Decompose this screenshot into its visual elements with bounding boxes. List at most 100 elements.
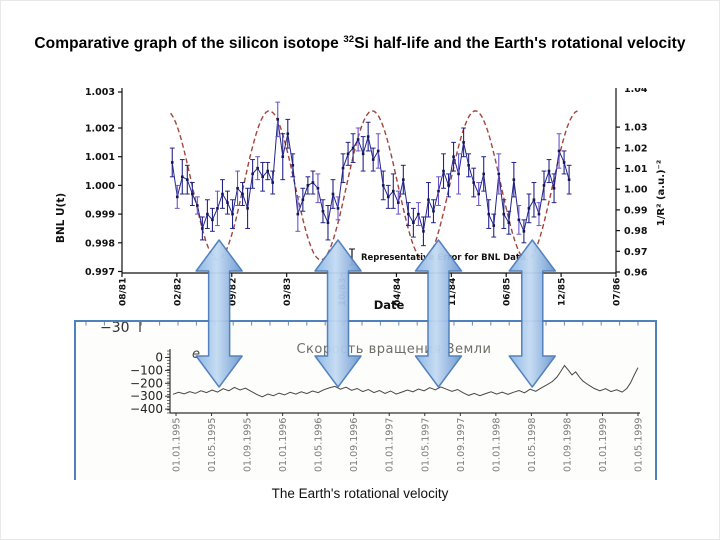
data-point-marker	[366, 135, 370, 138]
y-left-axis-title: BNL U(t)	[55, 193, 67, 243]
data-point-marker	[216, 207, 219, 210]
data-point-marker	[427, 198, 430, 202]
x-axis-title: Date	[374, 298, 405, 312]
y-left-tick-label: 1.001	[85, 152, 115, 163]
data-point-marker	[472, 181, 475, 184]
data-point-marker	[467, 164, 470, 167]
date-tick-label: 01.09.1996	[349, 418, 360, 472]
data-point-marker	[261, 175, 264, 179]
data-point-marker	[492, 224, 496, 227]
data-point-marker	[326, 221, 330, 225]
y-right-tick-label: 0.96	[624, 268, 648, 279]
date-tick-label: 01.05.1998	[527, 418, 538, 472]
y-right-tick-label: 0.98	[624, 226, 648, 237]
data-point-marker	[361, 152, 365, 156]
y-left-tick-label: 0.997	[85, 267, 115, 278]
x-tick-label: 12/85	[558, 278, 568, 306]
data-point-marker	[211, 218, 214, 222]
data-point-marker	[276, 118, 280, 121]
si-decay-chart: 1.003 1.002 1.001 1.000 0.999 0.998 0.997 1.03 1…	[55, 88, 667, 312]
data-point-marker	[542, 184, 546, 187]
cropped-axis-label: −30	[100, 322, 130, 336]
data-point-marker	[417, 212, 420, 216]
slide-title-text: Comparative graph of the silicon isotope	[34, 35, 344, 53]
data-point-marker	[537, 212, 541, 216]
data-point-marker	[356, 138, 360, 141]
data-point-marker	[397, 201, 400, 204]
x-tick-label: 06/85	[503, 278, 513, 306]
data-point-marker	[271, 181, 275, 184]
data-point-marker	[226, 201, 229, 204]
data-point-marker	[457, 172, 460, 176]
y-right-tick-label: 0.99	[624, 205, 647, 216]
data-point-marker	[477, 192, 480, 196]
data-point-marker	[422, 230, 425, 233]
data-point-marker	[487, 212, 491, 216]
date-tick-label: 01.09.1995	[243, 418, 254, 472]
data-point-marker	[552, 186, 556, 190]
russian-chart-title: Скорость вращения Земли	[296, 342, 491, 357]
date-tick-label: 01.05.1995	[207, 418, 218, 472]
data-point-marker	[331, 192, 335, 196]
data-point-marker	[281, 155, 285, 158]
x-tick-label: 04/84	[393, 278, 403, 306]
data-point-marker	[306, 184, 310, 187]
data-point-marker	[562, 161, 566, 164]
y-right-tick-label: 1.02	[624, 143, 647, 154]
data-point-marker	[341, 166, 345, 170]
data-point-marker	[567, 178, 571, 181]
annual-modulation-curve	[170, 110, 578, 261]
date-tick-label: 01.09.1997	[456, 418, 467, 472]
data-point-marker	[517, 218, 521, 222]
data-point-marker	[351, 146, 355, 150]
data-point-marker	[266, 169, 269, 173]
isotope-mass-superscript: 32	[343, 34, 355, 45]
bottom-caption: The Earth's rotational velocity	[271, 486, 449, 501]
data-point-marker	[512, 178, 516, 181]
data-point-marker	[376, 149, 380, 153]
y-right-tick-label: 1.03	[624, 123, 647, 134]
legend-label: Representative Error for BNL Data	[361, 253, 526, 263]
data-point-marker	[391, 189, 395, 193]
y-left-tick-label: 1.003	[85, 88, 115, 98]
data-point-marker	[311, 181, 315, 184]
slide-title-text-2: Si half-life and the Earth's rotational …	[354, 35, 686, 53]
data-point-marker	[256, 166, 259, 170]
x-tick-label: 07/86	[613, 278, 623, 306]
data-point-marker	[547, 169, 551, 173]
data-point-marker	[437, 189, 440, 193]
x-tick-label: 09/82	[228, 278, 238, 306]
y-left-tick-label: 0.999	[85, 210, 115, 221]
y-tick-label: 0	[155, 351, 163, 365]
data-point-marker	[196, 204, 199, 207]
data-point-marker	[296, 212, 300, 216]
earth-chart-frame: −30 e Скорость вращения Земли 0 −100 −200 −300…	[74, 320, 657, 480]
data-point-marker	[221, 192, 224, 196]
data-point-marker	[236, 186, 239, 190]
data-point-marker	[527, 207, 531, 210]
data-point-marker	[191, 192, 194, 196]
date-tick-label: 01.05.1999	[634, 418, 645, 472]
data-point-marker	[482, 172, 486, 176]
y-right-tick-label: 1.01	[624, 164, 647, 175]
date-tick-label: 01.01.1998	[491, 418, 502, 472]
data-point-marker	[241, 192, 244, 196]
data-point-marker	[452, 155, 455, 158]
data-point-marker	[381, 184, 385, 187]
panel-label: e	[192, 347, 200, 362]
data-point-marker	[316, 186, 320, 190]
data-point-marker	[371, 158, 375, 161]
y-left-tick-label: 1.000	[85, 181, 115, 192]
x-tick-label: 03/83	[283, 278, 293, 306]
data-point-marker	[497, 172, 501, 176]
y-tick-label: −100	[130, 363, 163, 377]
data-point-marker	[447, 184, 450, 187]
data-point-marker	[286, 132, 290, 136]
data-point-marker	[246, 207, 249, 210]
data-point-marker	[170, 161, 174, 164]
date-tick-label: 01.01.1997	[385, 418, 396, 472]
date-tick-label: 01.09.1998	[562, 418, 573, 472]
data-point-marker	[291, 164, 295, 167]
data-point-marker	[175, 195, 179, 199]
